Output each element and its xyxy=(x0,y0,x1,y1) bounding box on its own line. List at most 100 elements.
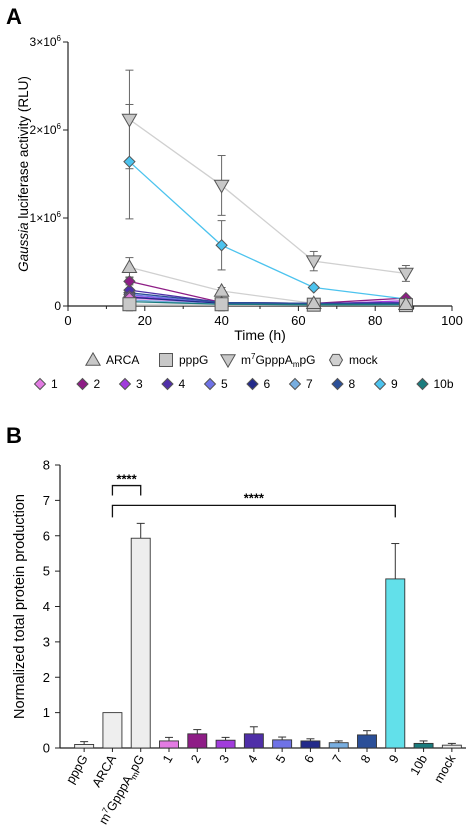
x-tick-label: 7 xyxy=(330,752,346,765)
y-tick-label: 2×106 xyxy=(30,122,62,137)
legend-marker xyxy=(161,377,174,391)
legend-marker xyxy=(203,377,217,391)
series-line xyxy=(129,118,407,275)
y-tick-label: 0 xyxy=(54,299,61,313)
legend-marker xyxy=(288,377,302,391)
x-tick-label: 4 xyxy=(245,752,261,765)
significance-label: **** xyxy=(116,472,137,487)
data-point xyxy=(305,295,322,310)
x-tick-label: 9 xyxy=(386,752,402,765)
legend-marker xyxy=(219,354,237,369)
bar xyxy=(300,740,321,749)
legend-label: 5 xyxy=(221,377,228,391)
bar xyxy=(272,739,293,749)
x-tick-label: 40 xyxy=(214,313,228,328)
data-points xyxy=(121,113,414,313)
legend-label: 1 xyxy=(51,377,58,391)
y-tick-label: 6 xyxy=(43,528,50,543)
bar xyxy=(413,742,434,749)
y-tick-label: 1×106 xyxy=(30,210,62,225)
x-tick-label: 60 xyxy=(291,313,305,328)
x-tick-label: 100 xyxy=(441,313,463,328)
data-point xyxy=(122,297,137,312)
y-tick-label: 3×106 xyxy=(30,34,62,49)
legend-marker xyxy=(118,377,132,391)
y-axis-label: Gaussia luciferase activity (RLU) xyxy=(16,76,31,272)
y-tick-label: 1 xyxy=(43,705,50,720)
series-line xyxy=(129,161,407,300)
y-tick-label: 2 xyxy=(43,670,50,685)
data-point xyxy=(214,297,229,312)
legend-label: 9 xyxy=(391,377,398,391)
legend: ARCA pppG m7GpppAmpG mock 1 2 3 4 5 6 7 8 9 10b xyxy=(33,351,454,391)
y-tick-label: 3 xyxy=(43,634,50,649)
bar xyxy=(385,578,406,749)
legend-label: 3 xyxy=(136,377,143,391)
x-tick-label: 3 xyxy=(217,752,233,765)
bar xyxy=(243,733,264,749)
legend-label: ARCA xyxy=(106,353,139,367)
x-tick-label: 8 xyxy=(358,752,374,765)
x-tick-label: ARCA xyxy=(90,752,120,790)
data-point xyxy=(121,113,138,128)
y-tick-label: 0 xyxy=(43,741,50,756)
bar xyxy=(328,742,349,749)
y-tick-label: 5 xyxy=(43,564,50,579)
x-tick-label: 0 xyxy=(64,313,71,328)
legend-label: pppG xyxy=(179,353,208,367)
series-line xyxy=(129,300,406,306)
significance-label: **** xyxy=(244,490,265,505)
legend-marker xyxy=(328,353,344,367)
panel-label-b: B xyxy=(6,423,22,448)
bar xyxy=(441,744,462,749)
x-tick-label: 6 xyxy=(301,752,317,765)
x-tick-label: 5 xyxy=(273,752,289,765)
x-axis-label: Time (h) xyxy=(234,327,286,343)
legend-label: 10b xyxy=(434,377,454,391)
bar xyxy=(187,733,208,749)
legend-label: m7GpppAmpG xyxy=(241,352,316,369)
legend-marker xyxy=(84,351,102,366)
panel-label-a: A xyxy=(6,4,22,29)
data-point xyxy=(123,155,136,168)
bar xyxy=(74,744,95,749)
legend-label: mock xyxy=(349,353,379,367)
data-point xyxy=(305,255,322,270)
significance-bracket xyxy=(111,484,142,496)
bar xyxy=(357,734,377,749)
x-tick-label: 80 xyxy=(368,313,382,328)
x-tick-label: mock xyxy=(431,752,458,786)
bars xyxy=(74,522,462,752)
data-point xyxy=(397,267,414,282)
legend-label: 2 xyxy=(94,377,101,391)
y-tick-label: 8 xyxy=(43,458,50,473)
bar xyxy=(215,739,236,749)
legend-marker xyxy=(76,377,89,391)
legend-marker xyxy=(373,377,387,391)
y-axis-label: Normalized total protein production xyxy=(12,494,28,719)
legend-marker xyxy=(159,353,173,367)
legend-label: 6 xyxy=(264,377,271,391)
series-lines xyxy=(129,118,407,306)
y-tick-label: 7 xyxy=(43,493,50,508)
series-line xyxy=(129,292,406,305)
data-point xyxy=(213,282,230,297)
legend-label: 7 xyxy=(306,377,313,391)
legend-label: 8 xyxy=(349,377,356,391)
data-point xyxy=(121,259,138,273)
legend-marker xyxy=(416,377,429,391)
data-point xyxy=(123,275,136,288)
data-point xyxy=(213,179,230,194)
legend-marker xyxy=(331,377,344,391)
significance-bracket xyxy=(111,504,396,518)
y-tick-label: 4 xyxy=(43,599,50,614)
legend-marker xyxy=(246,377,259,391)
data-point xyxy=(215,239,228,252)
x-tick-label: 10b xyxy=(408,752,431,777)
data-point xyxy=(397,296,414,310)
x-tick-label: 20 xyxy=(138,313,152,328)
panel-a: A 0 20 40 60 80 100 0 1×106 2×106 3×106 Time (h) Gau… xyxy=(6,4,463,391)
